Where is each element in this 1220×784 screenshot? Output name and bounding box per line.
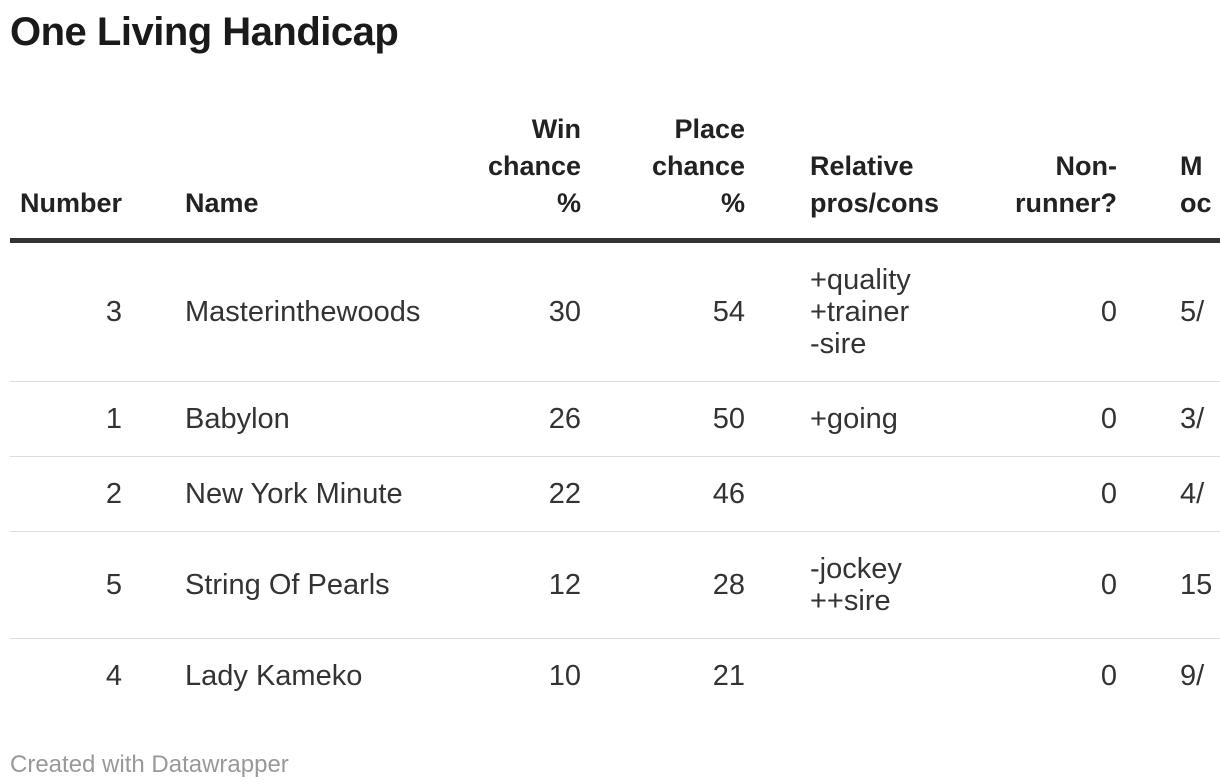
cell-non-runner: 0 <box>1100 660 1117 692</box>
table-row: 2 New York Minute 22 46 0 4/ <box>10 456 1220 532</box>
cell-pros-cons: +going <box>810 403 898 435</box>
cell-non-runner: 0 <box>1100 478 1117 510</box>
cell-win-chance: 26 <box>548 403 581 435</box>
col-header-non-runner: Non- runner? <box>1014 151 1117 218</box>
table-row: 5 String Of Pearls 12 28 -jockey ++sire … <box>10 531 1220 639</box>
cell-pros-cons: -jockey ++sire <box>810 553 902 617</box>
cell-win-chance: 12 <box>548 569 581 601</box>
cell-number: 4 <box>105 660 122 692</box>
cell-name: Masterinthewoods <box>185 296 421 328</box>
table-row: 1 Babylon 26 50 +going 0 3/ <box>10 381 1220 457</box>
cell-pros-cons <box>745 639 995 714</box>
cell-non-runner: 0 <box>1100 569 1117 601</box>
cell-odds-truncated: 5/ <box>1180 296 1205 328</box>
cell-name: String Of Pearls <box>185 569 390 601</box>
cell-name: New York Minute <box>185 478 403 510</box>
cell-place-chance: 46 <box>712 478 745 510</box>
table-header: Number Name Win chance % Place chance % … <box>10 111 1220 241</box>
col-header-name: Name <box>185 188 259 218</box>
cell-place-chance: 54 <box>712 296 745 328</box>
cell-non-runner: 0 <box>1100 403 1117 435</box>
table-row: 4 Lady Kameko 10 21 0 9/ <box>10 638 1220 714</box>
table-row: 3 Masterinthewoods 30 54 +quality +train… <box>10 241 1220 382</box>
cell-win-chance: 22 <box>548 478 581 510</box>
cell-non-runner: 0 <box>1100 296 1117 328</box>
cell-odds-truncated: 3/ <box>1180 403 1205 435</box>
col-header-odds-truncated: M oc <box>1180 151 1212 218</box>
col-header-place-chance: Place chance % <box>651 114 745 218</box>
cell-place-chance: 21 <box>712 660 745 692</box>
cell-name: Babylon <box>185 403 290 435</box>
cell-odds-truncated: 15 <box>1180 569 1213 601</box>
page-title: One Living Handicap <box>10 10 399 54</box>
cell-name: Lady Kameko <box>185 660 363 692</box>
cell-number: 2 <box>105 478 122 510</box>
cell-odds-truncated: 4/ <box>1180 478 1205 510</box>
cell-pros-cons <box>745 457 995 532</box>
cell-place-chance: 50 <box>712 403 745 435</box>
col-header-win-chance: Win chance % <box>487 114 581 218</box>
table-header-row: Number Name Win chance % Place chance % … <box>10 111 1220 241</box>
cell-place-chance: 28 <box>712 569 745 601</box>
attribution: Created with Datawrapper <box>10 751 289 778</box>
cell-number: 1 <box>105 403 122 435</box>
cell-number: 5 <box>105 569 122 601</box>
cell-win-chance: 30 <box>548 296 581 328</box>
table-body: 3 Masterinthewoods 30 54 +quality +train… <box>10 241 1220 714</box>
cell-odds-truncated: 9/ <box>1180 660 1205 692</box>
col-header-number: Number <box>19 188 122 218</box>
col-header-relative-pros-cons: Relative pros/cons <box>810 151 940 218</box>
cell-win-chance: 10 <box>548 660 581 692</box>
handicap-table: Number Name Win chance % Place chance % … <box>10 111 1220 713</box>
cell-pros-cons: +quality +trainer -sire <box>810 264 911 360</box>
cell-number: 3 <box>105 296 122 328</box>
